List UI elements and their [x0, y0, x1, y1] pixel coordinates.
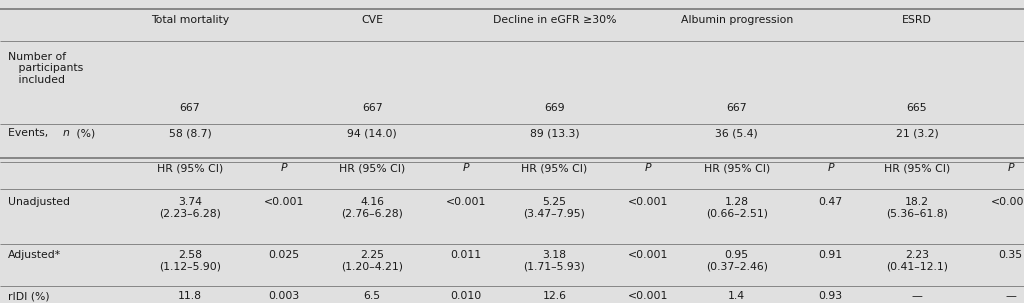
Text: n: n — [62, 128, 70, 138]
Text: 0.35: 0.35 — [998, 250, 1023, 260]
Text: P: P — [281, 163, 287, 173]
Text: 5.25
(3.47–7.95): 5.25 (3.47–7.95) — [523, 197, 586, 219]
Text: 0.91: 0.91 — [818, 250, 843, 260]
Text: 0.003: 0.003 — [268, 291, 299, 301]
Text: HR (95% CI): HR (95% CI) — [884, 163, 950, 173]
Text: 18.2
(5.36–61.8): 18.2 (5.36–61.8) — [886, 197, 948, 219]
Text: P: P — [645, 163, 651, 173]
Text: 0.95
(0.37–2.46): 0.95 (0.37–2.46) — [706, 250, 768, 272]
Text: Number of
   participants
   included: Number of participants included — [8, 52, 83, 85]
Text: P: P — [463, 163, 469, 173]
Text: 58 (8.7): 58 (8.7) — [169, 128, 211, 138]
Text: 3.18
(1.71–5.93): 3.18 (1.71–5.93) — [523, 250, 586, 272]
Text: (%): (%) — [73, 128, 95, 138]
Text: 4.16
(2.76–6.28): 4.16 (2.76–6.28) — [341, 197, 403, 219]
Text: 1.28
(0.66–2.51): 1.28 (0.66–2.51) — [706, 197, 768, 219]
Text: 12.6: 12.6 — [543, 291, 566, 301]
Text: 94 (14.0): 94 (14.0) — [347, 128, 397, 138]
Text: 11.8: 11.8 — [178, 291, 202, 301]
Text: 667: 667 — [726, 103, 748, 113]
Text: —: — — [911, 291, 923, 301]
Text: Total mortality: Total mortality — [151, 15, 229, 25]
Text: 21 (3.2): 21 (3.2) — [896, 128, 938, 138]
Text: ESRD: ESRD — [902, 15, 932, 25]
Text: 0.010: 0.010 — [451, 291, 481, 301]
Text: Unadjusted: Unadjusted — [8, 197, 71, 207]
Text: HR (95% CI): HR (95% CI) — [703, 163, 770, 173]
Text: 1.4: 1.4 — [728, 291, 745, 301]
Text: —: — — [1006, 291, 1016, 301]
Text: 667: 667 — [179, 103, 201, 113]
Text: Adjusted*: Adjusted* — [8, 250, 61, 260]
Text: 36 (5.4): 36 (5.4) — [716, 128, 758, 138]
Text: HR (95% CI): HR (95% CI) — [339, 163, 406, 173]
Text: <0.001: <0.001 — [445, 197, 486, 207]
Text: 89 (13.3): 89 (13.3) — [529, 128, 580, 138]
Text: 669: 669 — [544, 103, 565, 113]
Text: P: P — [827, 163, 834, 173]
Text: 3.74
(2.23–6.28): 3.74 (2.23–6.28) — [159, 197, 221, 219]
Text: 0.47: 0.47 — [818, 197, 843, 207]
Text: Albumin progression: Albumin progression — [681, 15, 793, 25]
Text: <0.001: <0.001 — [628, 250, 669, 260]
Text: CVE: CVE — [361, 15, 383, 25]
Text: 2.23
(0.41–12.1): 2.23 (0.41–12.1) — [886, 250, 948, 272]
Text: <0.001: <0.001 — [628, 197, 669, 207]
Text: 0.011: 0.011 — [451, 250, 481, 260]
Text: 665: 665 — [906, 103, 928, 113]
Text: 667: 667 — [361, 103, 383, 113]
Text: 2.25
(1.20–4.21): 2.25 (1.20–4.21) — [341, 250, 403, 272]
Text: 6.5: 6.5 — [364, 291, 381, 301]
Text: HR (95% CI): HR (95% CI) — [521, 163, 588, 173]
Text: <0.001: <0.001 — [990, 197, 1024, 207]
Text: <0.001: <0.001 — [263, 197, 304, 207]
Text: <0.001: <0.001 — [628, 291, 669, 301]
Text: 0.93: 0.93 — [818, 291, 843, 301]
Text: Events,: Events, — [8, 128, 52, 138]
Text: HR (95% CI): HR (95% CI) — [157, 163, 223, 173]
Text: 2.58
(1.12–5.90): 2.58 (1.12–5.90) — [159, 250, 221, 272]
Text: Decline in eGFR ≥30%: Decline in eGFR ≥30% — [493, 15, 616, 25]
Text: P: P — [1008, 163, 1014, 173]
Text: 0.025: 0.025 — [268, 250, 299, 260]
Text: rIDI (%): rIDI (%) — [8, 291, 50, 301]
